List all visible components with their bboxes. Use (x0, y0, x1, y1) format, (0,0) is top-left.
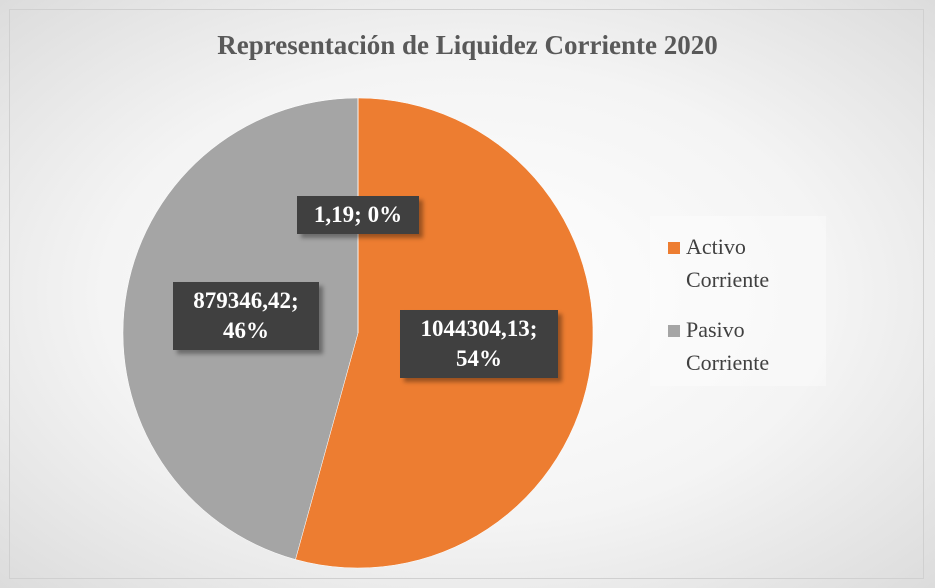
chart-title: Representación de Liquidez Corriente 202… (217, 30, 718, 60)
data-label: 1,19; 0% (297, 196, 419, 234)
legend-swatch (668, 325, 680, 337)
legend-entry: Pasivo Corriente (668, 313, 806, 379)
legend-swatch (668, 242, 680, 254)
legend-entry: Activo Corriente (668, 230, 806, 296)
legend-label: Activo Corriente (686, 234, 770, 292)
data-label: 879346,42; 46% (173, 282, 319, 350)
data-label: 1044304,13; 54% (400, 310, 558, 378)
chart-border (9, 9, 924, 579)
legend: Activo Corriente Pasivo Corriente (650, 216, 826, 386)
legend-label: Pasivo Corriente (686, 317, 770, 375)
